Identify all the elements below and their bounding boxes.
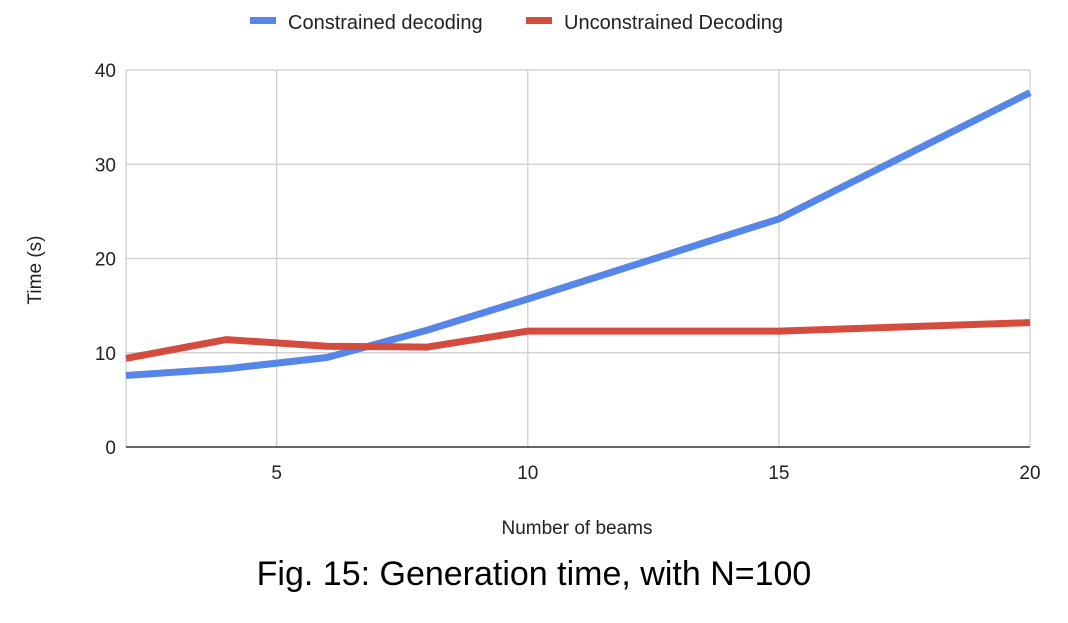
y-tick-label: 20 [95, 250, 116, 271]
data-point [775, 328, 782, 335]
data-point [223, 365, 230, 372]
legend-label: Constrained decoding [288, 12, 483, 34]
legend-swatch [250, 17, 276, 24]
figure-caption: Fig. 15: Generation time, with N=100 [256, 555, 812, 593]
y-tick-label: 40 [95, 61, 116, 82]
tick-labels: 0 10 20 30 40 5 10 15 20 [95, 61, 1041, 484]
data-point [323, 343, 330, 350]
legend-swatch [526, 17, 552, 24]
x-tick-label: 5 [271, 463, 282, 484]
data-point [123, 355, 130, 362]
y-tick-label: 30 [95, 155, 116, 176]
y-tick-label: 10 [95, 344, 116, 365]
y-axis-label: Time (s) [25, 236, 46, 305]
data-point [223, 336, 230, 343]
x-tick-label: 10 [517, 463, 538, 484]
series-lines [123, 89, 1034, 379]
series-line-unconstrained [125, 319, 1031, 362]
legend-label: Unconstrained Decoding [564, 12, 783, 34]
x-tick-label: 20 [1019, 463, 1040, 484]
data-point [123, 372, 130, 379]
legend: Constrained decoding Unconstrained Decodi… [250, 12, 783, 34]
data-point [524, 296, 531, 303]
data-point [524, 328, 531, 335]
x-axis-label: Number of beams [501, 518, 652, 539]
data-point [424, 344, 431, 351]
grid [126, 69, 1031, 447]
y-tick-label: 0 [105, 438, 116, 459]
x-tick-label: 15 [768, 463, 789, 484]
axes [125, 70, 1030, 448]
data-point [1027, 319, 1034, 326]
series-line-constrained [125, 89, 1032, 379]
data-point [424, 327, 431, 334]
data-point [323, 354, 330, 361]
data-point [775, 215, 782, 222]
data-point [1027, 89, 1034, 96]
